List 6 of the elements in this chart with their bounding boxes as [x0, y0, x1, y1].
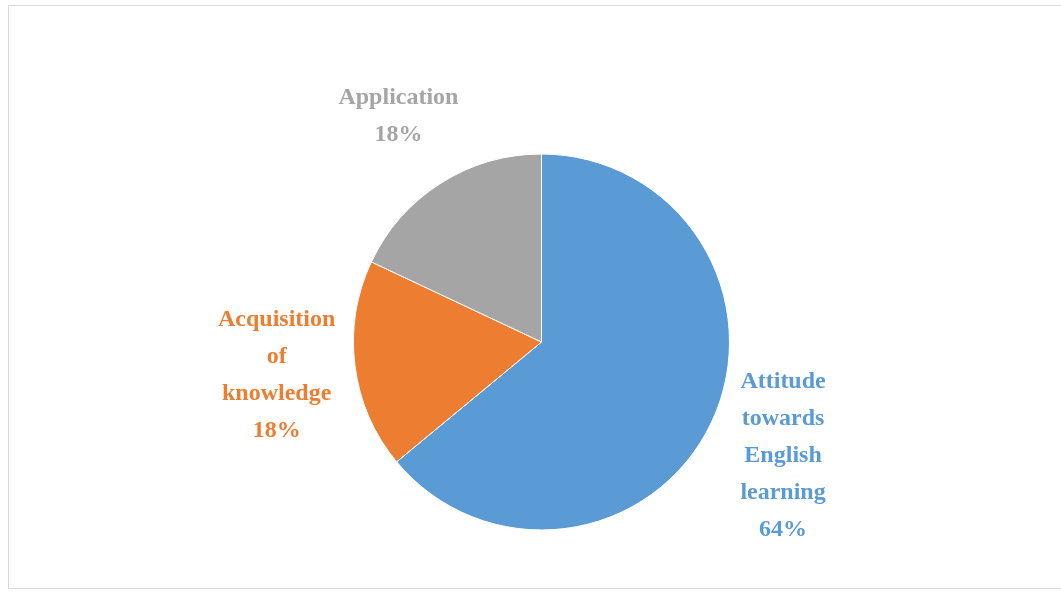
slice-label: Application — [338, 83, 459, 110]
data-label: 18% — [374, 120, 423, 147]
data-label: 64% — [759, 514, 808, 541]
slice-label: Attitude towards English learning — [740, 366, 827, 504]
data-label: 18% — [252, 416, 301, 443]
slice-label: Acquisition of knowledge — [217, 305, 336, 406]
